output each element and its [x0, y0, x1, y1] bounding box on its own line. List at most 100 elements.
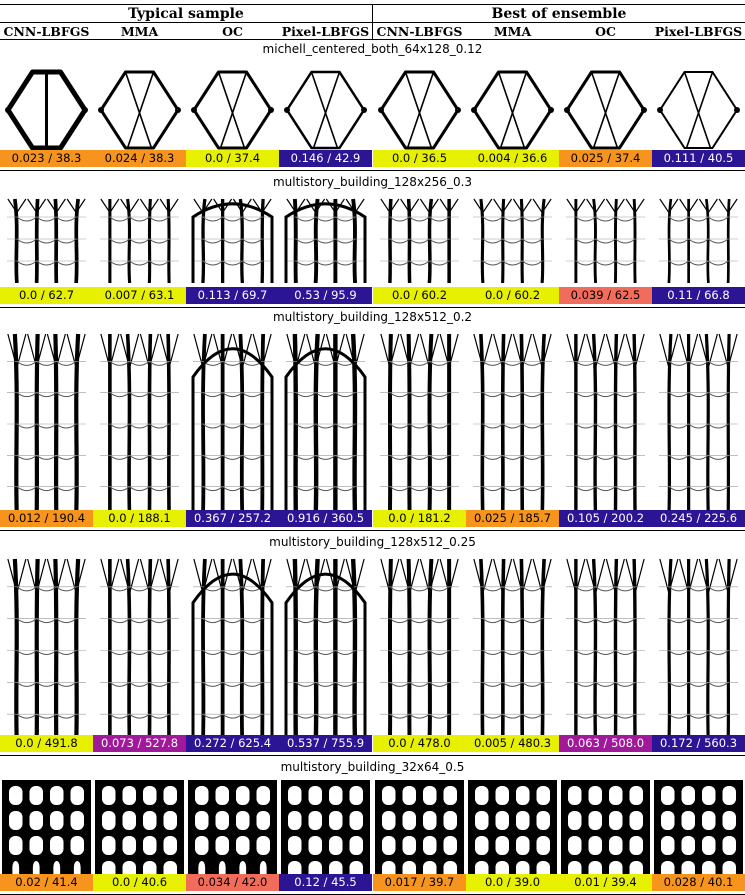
void-cell	[122, 811, 136, 830]
score-label: 0.025 / 37.4	[559, 150, 652, 167]
void-cell	[9, 836, 23, 855]
void-cell	[102, 786, 116, 805]
score-label: 0.0 / 60.2	[466, 287, 559, 304]
floor-arch	[295, 423, 316, 429]
void-cell	[516, 811, 530, 830]
floor-arch	[482, 423, 503, 429]
design-figure	[652, 193, 745, 285]
design-figure	[559, 553, 652, 748]
branch	[575, 198, 586, 213]
branch	[16, 198, 27, 213]
floor-arch	[595, 216, 616, 222]
void-cell	[702, 786, 716, 805]
floor-arch	[502, 454, 523, 460]
floor-arch	[315, 260, 336, 266]
column	[125, 333, 132, 518]
column	[12, 558, 19, 746]
floor-arch	[688, 713, 709, 719]
floor-arch	[522, 392, 543, 398]
branch	[286, 333, 297, 368]
floor-arch	[295, 486, 316, 492]
void-cell	[70, 786, 84, 805]
design-figure	[559, 193, 652, 285]
structure-image	[284, 70, 367, 150]
floor-arch	[109, 713, 130, 719]
structure-image	[380, 333, 459, 518]
void-cell	[143, 811, 157, 830]
floor-arch	[36, 618, 57, 624]
floor-arch	[668, 260, 689, 266]
void-cell	[588, 786, 602, 805]
design-figure	[186, 193, 279, 285]
floor-arch	[502, 238, 523, 244]
void-cell	[70, 811, 84, 830]
column	[200, 333, 207, 518]
floor-arch	[129, 454, 150, 460]
figure-row	[0, 328, 745, 520]
floor-arch	[708, 586, 729, 592]
floor-arch	[202, 681, 223, 687]
column	[406, 333, 412, 518]
floor-arch	[615, 454, 636, 460]
result-section: multistory_building_32x64_0.5 0.02 / 41.4…	[0, 760, 745, 895]
design-figure	[0, 60, 93, 160]
design-figure	[186, 328, 279, 520]
void-cell	[629, 786, 643, 805]
void-cell	[349, 836, 363, 855]
floor-arch	[149, 681, 170, 687]
structure-image	[473, 558, 552, 746]
column	[591, 558, 598, 746]
structure-image	[564, 70, 647, 150]
floor-arch	[315, 454, 336, 460]
column	[13, 198, 19, 283]
void-cell	[495, 786, 509, 805]
column	[705, 198, 710, 283]
floor-arch	[409, 681, 430, 687]
michell-outline	[192, 70, 273, 150]
floor-arch	[708, 454, 729, 460]
column	[292, 558, 299, 746]
michell-outline	[99, 70, 180, 150]
score-label: 0.007 / 63.1	[93, 287, 186, 304]
structure-image	[95, 780, 184, 886]
column	[667, 558, 673, 746]
support-point	[361, 107, 367, 113]
void-cell	[70, 836, 84, 855]
result-section: multistory_building_128x256_0.3 0.0 / 62.…	[0, 175, 745, 308]
branch	[100, 333, 111, 368]
void-cell	[288, 786, 302, 805]
void-cell	[681, 786, 695, 805]
floor-arch	[575, 423, 596, 429]
score-label: 0.272 / 625.4	[186, 735, 279, 752]
column	[540, 198, 546, 283]
floor-arch	[335, 454, 356, 460]
column	[260, 198, 265, 283]
column	[479, 558, 485, 746]
floor-arch	[222, 454, 243, 460]
branch	[286, 558, 297, 594]
design-figure	[0, 328, 93, 520]
floor-arch	[335, 681, 356, 687]
floor-arch	[16, 586, 37, 592]
outer-arch	[284, 347, 367, 518]
floor-arch	[575, 392, 596, 398]
void-cell	[349, 811, 363, 830]
floor-arch	[222, 392, 243, 398]
floor-arch	[688, 238, 709, 244]
branch	[532, 198, 543, 213]
void-cell	[122, 836, 136, 855]
void-cell	[143, 786, 157, 805]
branch	[389, 198, 400, 213]
floor-arch	[335, 238, 356, 244]
floor-arch	[315, 713, 336, 719]
floor-arch	[482, 650, 503, 655]
structure-image	[284, 198, 367, 283]
michell-strut	[310, 71, 339, 149]
void-cell	[475, 786, 489, 805]
void-cell	[702, 811, 716, 830]
floor-arch	[295, 681, 316, 687]
floor-arch	[575, 681, 596, 687]
floor-arch	[595, 681, 616, 687]
column	[540, 333, 546, 518]
floor-arch	[16, 486, 37, 492]
